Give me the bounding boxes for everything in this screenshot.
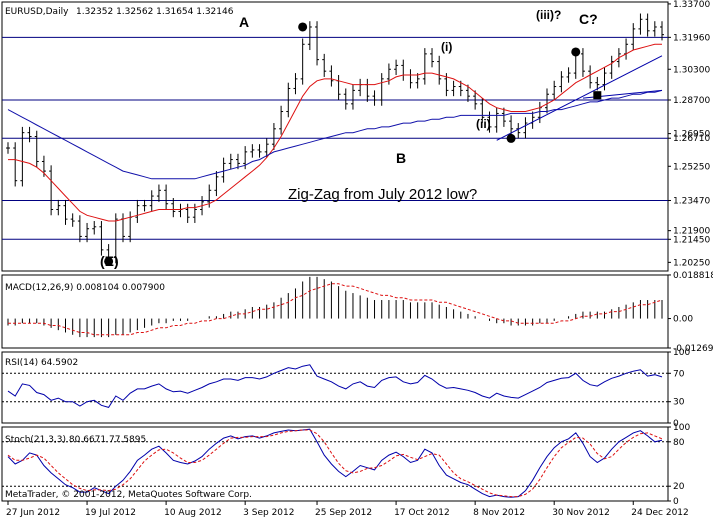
wave-b-label: B: [396, 150, 406, 166]
wave-i-marker: [571, 47, 581, 57]
price-ytick-label: 1.33700: [673, 0, 710, 10]
symbol-label: EURUSD,Daily: [5, 7, 69, 17]
price-ytick-label: 1.30300: [673, 65, 710, 75]
price-ytick-label: 1.28700: [673, 96, 710, 106]
wave-e-label: (E): [100, 253, 119, 269]
price-ytick-label: 1.23470: [673, 196, 710, 206]
ohlc-label: 1.32352 1.32562 1.31654 1.32146: [76, 7, 234, 17]
x-tick-label: 27 Jun 2012: [6, 508, 60, 518]
wave-ii-marker: [593, 91, 602, 100]
stoch-main-line: [7, 428, 663, 498]
macd-ytick-label: 0.00: [673, 315, 693, 325]
stoch-ytick-label: 20: [673, 482, 685, 492]
rsi-ytick-label: 30: [673, 398, 685, 408]
stoch-title: Stoch(21,3,3) 80.6671 77.5895: [5, 435, 146, 445]
macd-ytick-label: 0.018818: [673, 271, 713, 281]
rsi-ytick-label: 0: [673, 419, 679, 429]
x-tick-label: 8 Nov 2012: [473, 508, 525, 518]
price-ytick-label: 1.25250: [673, 162, 710, 172]
price-ytick-label: 1.21450: [673, 235, 710, 245]
macd-panel-frame: [1, 274, 669, 349]
wave-e-marker: [104, 256, 114, 266]
price-ytick-label: 1.26710: [673, 134, 710, 144]
macd-title: MACD(12,26,9) 0.008104 0.007900: [5, 283, 165, 293]
copyright-watermark: MetaTrader, © 2001-2012, MetaQuotes Soft…: [5, 490, 252, 500]
main-panel-frame: [1, 1, 669, 272]
macd-signal-line: [8, 283, 663, 336]
rsi-ytick-label: 70: [673, 369, 685, 379]
rsi-panel-frame: [1, 351, 669, 424]
support-trendline: [496, 55, 663, 141]
x-tick-label: 17 Oct 2012: [394, 508, 450, 518]
rsi-title: RSI(14) 64.5902: [5, 358, 78, 368]
ma-fast-line: [8, 43, 662, 222]
wave-a-marker: [298, 22, 308, 32]
wave-c-label: C?: [579, 11, 598, 27]
zigzag-caption: Zig-Zag from July 2012 low?: [288, 186, 477, 203]
x-tick-label: 10 Aug 2012: [164, 508, 222, 518]
wave-b-marker: [506, 133, 516, 143]
rsi-ytick-label: 100: [673, 348, 690, 358]
wave-ii-label: (ii): [476, 117, 491, 131]
wave-a-label: A: [239, 14, 249, 30]
stoch-ytick-label: 100: [673, 423, 690, 433]
x-tick-label: 19 Jul 2012: [85, 508, 136, 518]
x-tick-label: 3 Sep 2012: [243, 508, 294, 518]
ma-slow-line: [7, 89, 663, 180]
x-tick-label: 25 Sep 2012: [315, 508, 372, 518]
price-ytick-label: 1.26950: [673, 130, 710, 140]
price-ytick-label: 1.20250: [673, 258, 710, 268]
stoch-signal-line: [7, 429, 663, 498]
x-tick-label: 24 Dec 2012: [631, 508, 689, 518]
wave-iii-label: (iii)?: [536, 8, 561, 22]
x-tick-label: 30 Nov 2012: [552, 508, 610, 518]
price-ytick-label: 1.21900: [673, 227, 710, 237]
stoch-ytick-label: 0: [673, 497, 679, 507]
wave-i-label: (i): [441, 40, 452, 54]
macd-ytick-label: -0.012696: [673, 344, 713, 354]
price-ytick-label: 1.31960: [673, 33, 710, 43]
rsi-line: [7, 364, 663, 408]
stoch-ytick-label: 80: [673, 438, 685, 448]
